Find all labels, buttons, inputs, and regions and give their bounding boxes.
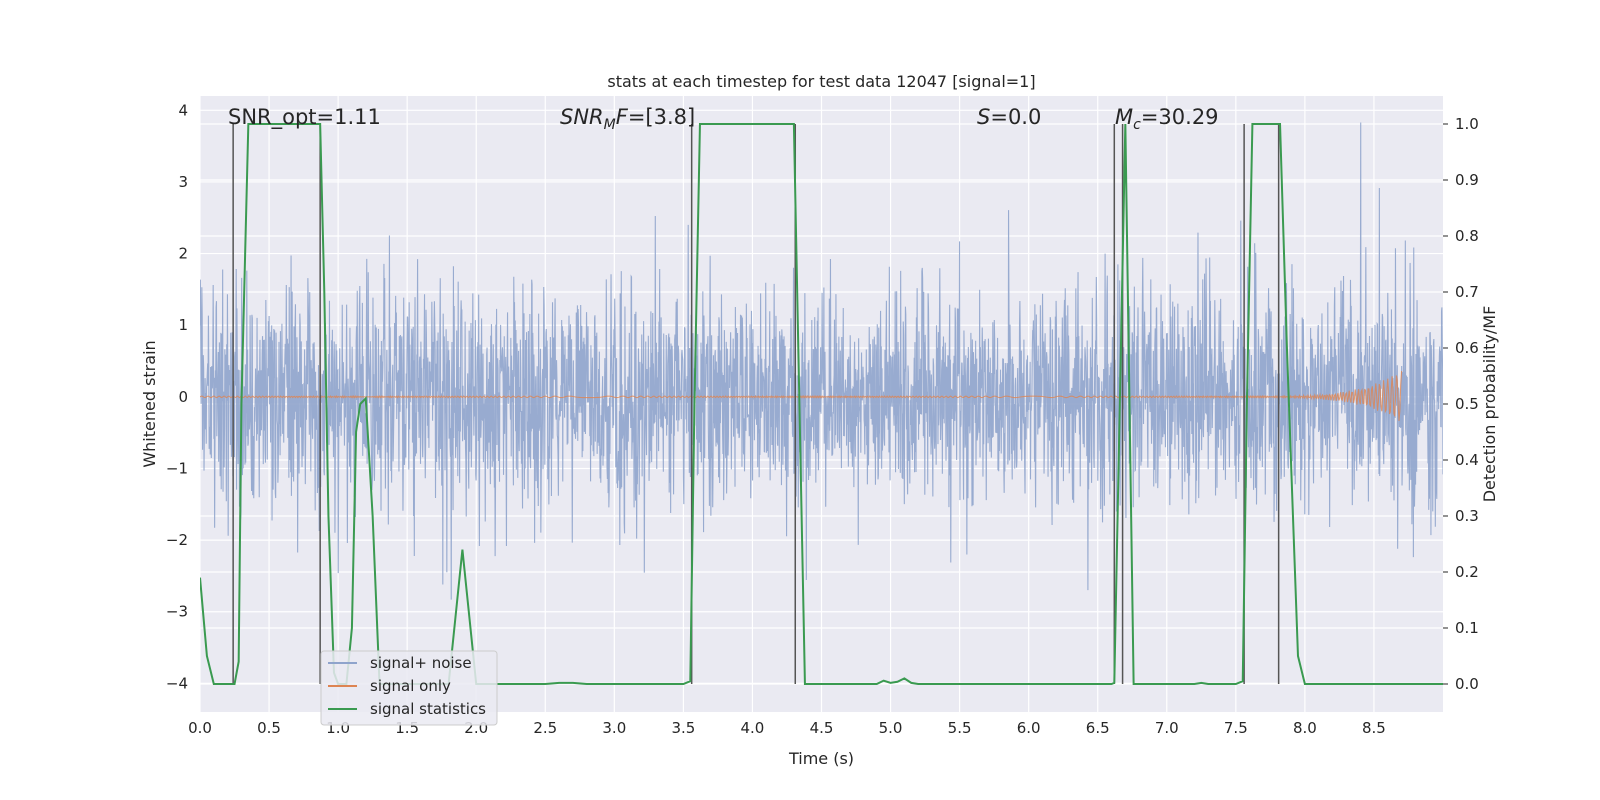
annotation-snr-mf-sub: M	[604, 117, 616, 133]
left-y-tick-label: −1	[166, 459, 188, 477]
signal-noise-series	[200, 122, 1443, 600]
legend: signal+ noise signal only signal statist…	[320, 650, 498, 726]
x-tick-label: 3.0	[602, 719, 626, 737]
right-y-tick-label: 0.8	[1455, 227, 1479, 245]
left-y-tick-labels: 4 3 2 1 0 −1 −2 −3 −4	[166, 101, 188, 692]
signal-only-line	[200, 371, 1403, 421]
x-tick-label: 8.5	[1362, 719, 1386, 737]
x-tick-label: 4.0	[741, 719, 765, 737]
legend-box	[320, 650, 498, 726]
annotation-snr-opt-prefix: SNR_opt=	[228, 105, 334, 130]
x-tick-label: 5.5	[948, 719, 972, 737]
annotation-snr-opt-value: 1.11	[334, 105, 381, 129]
legend-label-signal: signal only	[370, 677, 451, 695]
right-y-tick-label: 1.0	[1455, 115, 1479, 133]
left-y-axis-label: Whitened strain	[140, 340, 159, 467]
left-y-tick-label: −3	[166, 603, 188, 621]
right-y-tick-label: 0.5	[1455, 395, 1479, 413]
x-tick-label: 7.0	[1155, 719, 1179, 737]
x-tick-label: 2.5	[533, 719, 557, 737]
left-y-tick-label: −4	[166, 674, 188, 692]
vertical-markers	[232, 124, 1280, 684]
left-y-tick-label: −2	[166, 531, 188, 549]
annotation-mc: Mc=30.29	[1115, 105, 1219, 133]
left-y-tick-label: 1	[178, 316, 188, 334]
legend-label-stats: signal statistics	[370, 700, 486, 718]
right-y-axis-label: Detection probability/MF	[1480, 306, 1499, 503]
signal-only-series	[200, 371, 1403, 421]
annotation-mc-sub: c	[1133, 117, 1141, 133]
x-tick-label: 0.0	[188, 719, 212, 737]
annotation-snr-mf-prefix: SNR	[560, 105, 604, 129]
left-y-tick-label: 3	[178, 173, 188, 191]
right-y-tick-label: 0.3	[1455, 507, 1479, 525]
noise-line	[200, 122, 1443, 600]
right-y-tick-label: 0.7	[1455, 283, 1479, 301]
x-tick-label: 5.0	[879, 719, 903, 737]
annotation-mc-prefix: M	[1115, 105, 1133, 129]
right-y-tick-label: 0.0	[1455, 675, 1479, 693]
x-tick-label: 0.5	[257, 719, 281, 737]
chart-title: stats at each timestep for test data 120…	[607, 72, 1035, 91]
right-y-tick-label: 0.4	[1455, 451, 1479, 469]
x-axis-label: Time (s)	[788, 749, 854, 768]
legend-label-noise: signal+ noise	[370, 654, 472, 672]
annotation-s: S=0.0	[977, 105, 1041, 129]
annotation-snr-opt: SNR_opt=1.11	[228, 105, 381, 130]
right-y-tick-label: 0.6	[1455, 339, 1479, 357]
annotation-snr-mf: SNRMF=[3.8]	[560, 105, 695, 133]
annotation-mc-value: =30.29	[1141, 105, 1219, 129]
left-y-tick-label: 2	[178, 245, 188, 263]
annotation-s-prefix: S	[977, 105, 990, 129]
x-tick-label: 6.0	[1017, 719, 1041, 737]
x-tick-label: 6.5	[1086, 719, 1110, 737]
right-y-tick-label: 0.1	[1455, 619, 1479, 637]
annotation-s-value: =0.0	[990, 105, 1041, 129]
annotation-snr-mf-suffix: F=	[616, 105, 646, 129]
right-y-tick-label: 0.2	[1455, 563, 1479, 581]
x-tick-label: 3.5	[671, 719, 695, 737]
x-tick-label: 8.0	[1293, 719, 1317, 737]
x-tick-label: 4.5	[810, 719, 834, 737]
x-tick-label: 7.5	[1224, 719, 1248, 737]
right-y-tick-labels: 1.0 0.9 0.8 0.7 0.6 0.5 0.4 0.3 0.2 0.1 0.0	[1443, 115, 1479, 693]
right-y-tick-label: 0.9	[1455, 171, 1479, 189]
x-tick-labels: 0.0 0.5 1.0 1.5 2.0 2.5 3.0 3.5 4.0 4.5 5.0 5.5 6.0 6…	[188, 719, 1386, 737]
left-y-tick-label: 0	[178, 388, 188, 406]
left-y-tick-label: 4	[178, 101, 188, 119]
annotation-snr-mf-value: [3.8]	[645, 105, 695, 129]
